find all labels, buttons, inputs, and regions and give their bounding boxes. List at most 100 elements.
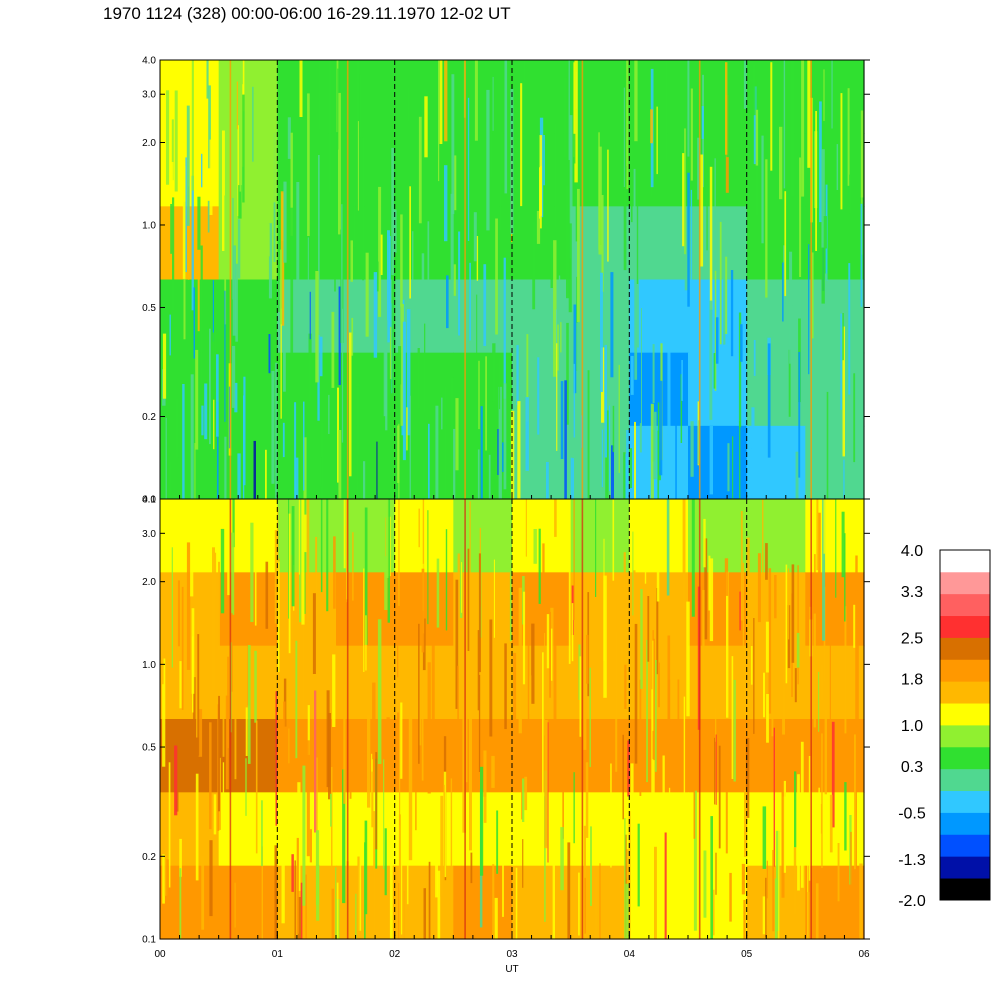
streak xyxy=(586,634,589,684)
streak xyxy=(190,374,194,499)
heatmap-cell xyxy=(218,425,278,500)
streak xyxy=(350,240,353,282)
streak xyxy=(821,733,823,868)
streak xyxy=(741,863,746,895)
streak xyxy=(840,313,842,410)
colorbar-label: 4.0 xyxy=(901,543,923,560)
streak xyxy=(160,596,164,685)
streak xyxy=(438,60,440,182)
streak xyxy=(201,405,204,436)
streak xyxy=(568,60,570,160)
streak xyxy=(610,272,614,378)
streak xyxy=(170,162,174,197)
streak xyxy=(242,60,245,112)
y-tick-label: 0.2 xyxy=(142,852,156,863)
colorbar-label: -0.5 xyxy=(898,806,926,823)
streak xyxy=(770,62,773,171)
streak xyxy=(469,501,471,632)
streak xyxy=(818,671,820,732)
streak xyxy=(243,395,245,499)
streak xyxy=(222,762,225,833)
x-tick-label: 03 xyxy=(506,949,518,960)
streak xyxy=(288,513,291,654)
streak xyxy=(740,511,743,621)
streak xyxy=(633,570,636,692)
heatmap-cell xyxy=(688,865,748,940)
streak xyxy=(197,634,200,756)
streak xyxy=(364,507,368,645)
streak xyxy=(657,430,660,499)
streak xyxy=(537,357,540,435)
heatmap-cell xyxy=(688,572,748,647)
heatmap-cell xyxy=(512,499,572,573)
streak xyxy=(690,88,693,181)
streak xyxy=(297,782,301,891)
streak xyxy=(518,587,522,734)
streak xyxy=(439,60,443,144)
streak xyxy=(549,611,551,698)
streak xyxy=(625,883,629,939)
streak xyxy=(616,325,620,434)
streak xyxy=(818,512,821,578)
streak xyxy=(200,245,203,386)
streak xyxy=(254,650,257,723)
streak xyxy=(636,188,639,284)
streak xyxy=(522,317,526,352)
streak xyxy=(301,499,305,625)
streak xyxy=(601,195,604,292)
colorbar-label: 3.3 xyxy=(901,584,923,601)
streak xyxy=(326,690,330,788)
streak xyxy=(236,81,238,130)
y-tick-label: 1.0 xyxy=(142,220,156,231)
heatmap-cell xyxy=(277,352,337,427)
y-tick-label: 4.0 xyxy=(142,495,156,506)
streak xyxy=(623,87,625,187)
streak xyxy=(277,561,280,673)
streak xyxy=(253,440,256,499)
streak xyxy=(544,720,548,849)
streak xyxy=(509,523,512,642)
heatmap-cell xyxy=(218,352,278,427)
streak xyxy=(283,348,286,392)
streak xyxy=(402,321,406,461)
streak xyxy=(510,410,515,499)
streak xyxy=(191,608,195,694)
streak xyxy=(449,78,452,148)
colorbar-swatch xyxy=(940,746,990,770)
streak xyxy=(319,336,323,377)
streak xyxy=(690,189,693,291)
streak xyxy=(725,62,728,155)
streak xyxy=(693,790,697,931)
streak xyxy=(209,328,211,445)
streak xyxy=(261,846,263,939)
streak xyxy=(656,558,660,602)
heatmap-cell xyxy=(746,499,806,573)
streak xyxy=(590,826,592,906)
streak xyxy=(424,323,426,413)
streak xyxy=(331,888,335,939)
streak xyxy=(316,757,318,897)
streak xyxy=(706,190,708,251)
streak xyxy=(610,763,612,868)
streak xyxy=(566,322,569,425)
streak xyxy=(235,263,238,342)
streak xyxy=(367,714,371,808)
streak xyxy=(224,195,227,325)
streak xyxy=(772,850,775,932)
streak xyxy=(525,499,527,557)
streak xyxy=(539,167,541,219)
streak xyxy=(656,588,659,675)
streak xyxy=(577,188,580,323)
streak xyxy=(504,643,507,730)
streak xyxy=(321,422,324,499)
streak xyxy=(206,60,209,99)
streak xyxy=(435,405,439,499)
streak xyxy=(186,105,190,226)
streak xyxy=(560,381,564,459)
streak xyxy=(362,137,365,281)
streak xyxy=(181,586,184,710)
heatmap-cell xyxy=(277,865,337,940)
streak xyxy=(250,522,254,622)
streak xyxy=(453,428,456,499)
